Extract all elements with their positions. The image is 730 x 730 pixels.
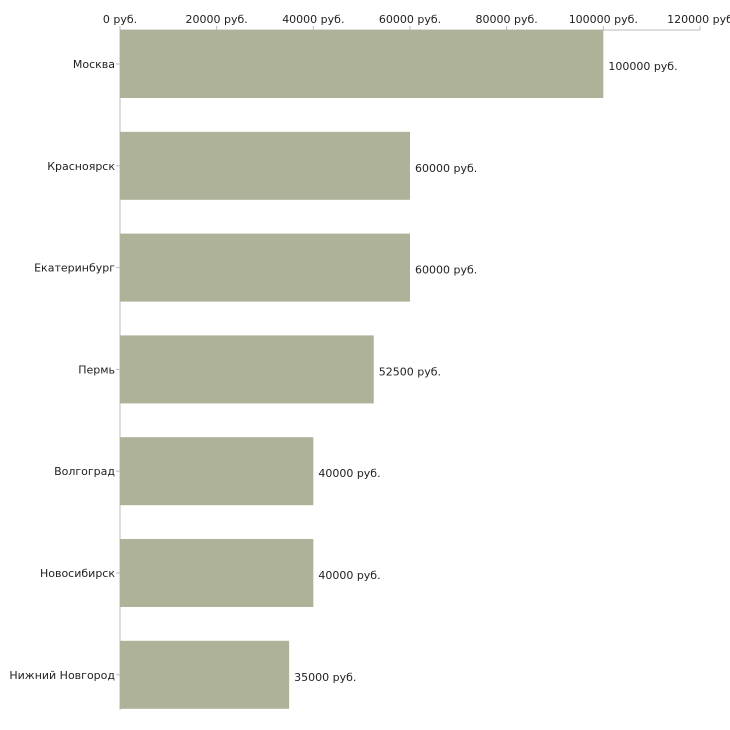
bar (120, 437, 314, 506)
data-label: 40000 руб. (318, 467, 380, 480)
bar (120, 539, 314, 607)
x-tick-label: 0 руб. (103, 13, 137, 26)
x-tick-label: 40000 руб. (282, 13, 344, 26)
data-label: 60000 руб. (415, 264, 477, 277)
x-tick-label: 80000 руб. (476, 13, 538, 26)
data-label: 35000 руб. (294, 671, 356, 684)
x-tick-label: 60000 руб. (379, 13, 441, 26)
category-label: Екатеринбург (34, 262, 115, 275)
category-label: Красноярск (47, 160, 115, 173)
x-tick-label: 100000 руб. (569, 13, 638, 26)
category-label: Москва (73, 58, 115, 71)
category-label: Нижний Новгород (9, 669, 115, 682)
bars (120, 30, 604, 709)
bar (120, 335, 374, 404)
x-tick-label: 120000 руб (667, 13, 730, 26)
category-label: Новосибирск (40, 567, 115, 580)
bar (120, 640, 290, 709)
x-tick-label: 20000 руб. (186, 13, 248, 26)
category-label: Пермь (78, 363, 115, 376)
data-label: 40000 руб. (318, 569, 380, 582)
bar (120, 30, 604, 98)
bar (120, 131, 410, 200)
data-label: 100000 руб. (608, 60, 677, 73)
data-label: 60000 руб. (415, 162, 477, 175)
labels: Москва 100000 руб. Красноярск 60000 руб. Ека… (9, 58, 677, 684)
category-label: Волгоград (54, 465, 115, 478)
data-label: 52500 руб. (379, 365, 441, 378)
bar (120, 233, 410, 302)
